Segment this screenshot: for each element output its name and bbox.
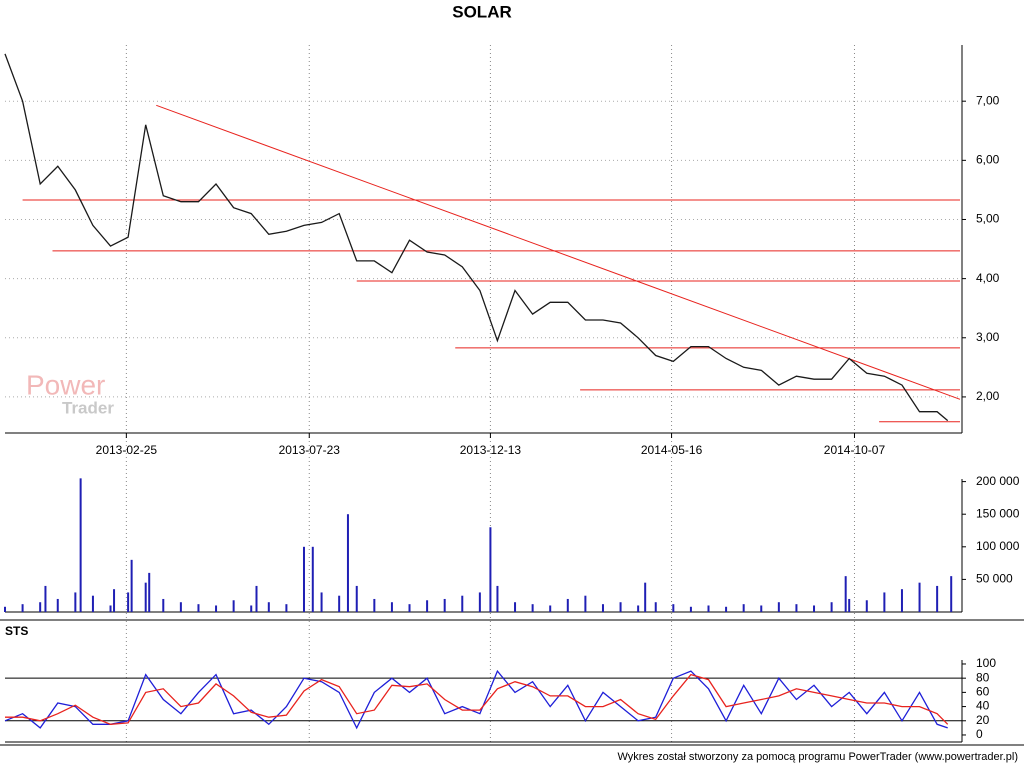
volume-bar (91, 595, 94, 612)
volume-bar (130, 559, 133, 612)
volume-bar (795, 604, 798, 612)
volume-bar (148, 572, 151, 612)
volume-bar (56, 598, 59, 612)
volume-bar (918, 582, 921, 612)
volume-bar (250, 605, 253, 612)
volume-bar (566, 598, 569, 612)
x-tick-label: 2013-07-23 (279, 443, 341, 457)
y-tick-label: 3,00 (976, 330, 1000, 344)
volume-bar (346, 514, 349, 612)
y-tick-label: 100 (976, 656, 996, 670)
volume-bar (549, 605, 552, 612)
volume-bar (844, 576, 847, 612)
volume-bar (162, 598, 165, 612)
volume-bar (127, 592, 130, 612)
volume-bar (285, 604, 288, 612)
volume-bar (215, 605, 218, 612)
volume-bar (44, 585, 47, 612)
y-tick-label: 80 (976, 670, 990, 684)
y-tick-label: 200 000 (976, 474, 1020, 488)
volume-bar (707, 605, 710, 612)
y-tick-label: 150 000 (976, 506, 1020, 520)
volume-bar (461, 595, 464, 612)
volume-bar (637, 605, 640, 612)
panel-title: STS (5, 624, 28, 638)
volume-bar (408, 604, 411, 612)
volume-bar (950, 576, 953, 612)
volume-bar (4, 606, 6, 612)
volume-bar (689, 606, 692, 612)
volume-bar (936, 585, 939, 612)
volume-bar (338, 595, 341, 612)
volume-bar (496, 585, 499, 612)
volume-bar (760, 605, 763, 612)
y-tick-label: 60 (976, 685, 990, 699)
chart-title: SOLAR (452, 2, 512, 21)
volume-bar (619, 602, 622, 612)
volume-bar (672, 604, 675, 612)
volume-bar (390, 602, 393, 612)
y-tick-label: 4,00 (976, 271, 1000, 285)
volume-bar (489, 527, 492, 612)
volume-bar (777, 602, 780, 612)
volume-bar (900, 589, 903, 612)
volume-bar (848, 598, 851, 612)
volume-bar (531, 604, 534, 612)
volume-bar (644, 582, 647, 612)
volume-bar (144, 582, 147, 612)
y-tick-label: 40 (976, 699, 990, 713)
volume-bar (443, 598, 446, 612)
x-tick-label: 2014-05-16 (641, 443, 703, 457)
volume-bar (179, 602, 182, 612)
x-tick-label: 2013-02-25 (96, 443, 158, 457)
x-tick-label: 2013-12-13 (460, 443, 522, 457)
volume-bar (478, 592, 481, 612)
volume-bar (426, 600, 429, 612)
volume-bar (865, 600, 868, 612)
volume-bar (742, 604, 745, 612)
volume-bar (109, 605, 112, 612)
volume-bar (584, 595, 587, 612)
volume-bar (113, 589, 116, 612)
watermark: Power (26, 369, 105, 400)
volume-bar (830, 602, 833, 612)
series-line (4, 669, 948, 730)
y-tick-label: 7,00 (976, 93, 1000, 107)
volume-bar (654, 602, 657, 612)
volume-bar (514, 602, 517, 612)
series-line (5, 673, 949, 725)
volume-bar (267, 602, 270, 612)
volume-bar (255, 585, 258, 612)
volume-bar (79, 478, 82, 612)
series-line (4, 53, 949, 422)
volume-bar (355, 585, 358, 612)
y-tick-label: 6,00 (976, 153, 1000, 167)
y-tick-label: 20 (976, 713, 990, 727)
volume-bar (39, 602, 42, 612)
volume-bar (232, 600, 235, 612)
y-tick-label: 50 000 (976, 572, 1013, 586)
volume-bar (883, 592, 886, 612)
watermark: Trader (62, 398, 114, 417)
volume-bar (302, 546, 305, 612)
y-tick-label: 2,00 (976, 389, 1000, 403)
volume-bar (74, 592, 77, 612)
volume-bar (601, 604, 604, 612)
volume-bar (373, 598, 376, 612)
footer: Wykres został stworzony za pomocą progra… (617, 751, 1018, 763)
volume-bar (725, 606, 728, 612)
volume-bar (311, 546, 314, 612)
volume-bar (21, 604, 24, 612)
volume-bar (197, 604, 200, 612)
volume-bar (320, 592, 323, 612)
volume-bar (813, 605, 816, 612)
y-tick-label: 0 (976, 727, 983, 741)
trend-line (156, 104, 961, 400)
y-tick-label: 5,00 (976, 212, 1000, 226)
x-tick-label: 2014-10-07 (824, 443, 886, 457)
y-tick-label: 100 000 (976, 539, 1020, 553)
